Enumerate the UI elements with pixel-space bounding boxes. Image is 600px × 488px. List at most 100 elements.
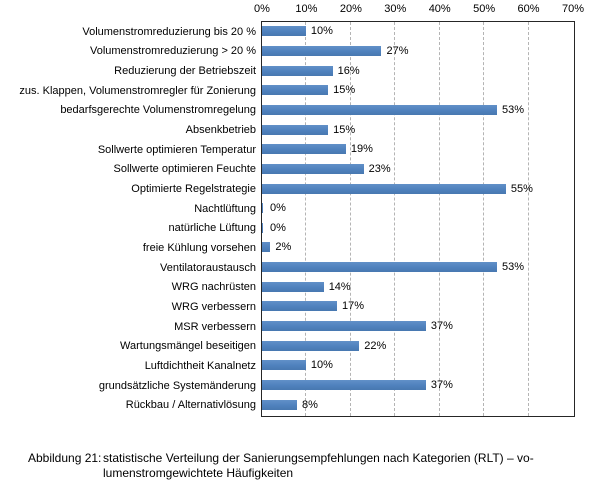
bar-value-label: 22% [364,339,387,352]
bar-value-label: 37% [430,320,453,333]
bar-row: 8% [261,395,574,415]
bar-row: 53% [261,257,574,277]
category-label: natürliche Lüftung [168,222,256,235]
caption-label: Abbildung 21: [28,451,102,465]
bar [261,399,298,410]
bar-row: 53% [261,100,574,120]
bar-row: 10% [261,22,574,42]
category-label: grundsätzliche Systemänderung [98,379,256,392]
category-label: MSR verbessern [174,320,256,333]
category-label: Ventilatoraustausch [159,261,256,274]
category-label: Rückbau / Alternativlösung [125,399,256,412]
bar-value-label: 10% [310,25,333,38]
x-tick-label: 0% [254,3,270,15]
bar-row: 23% [261,159,574,179]
bar [261,242,271,253]
bar [261,222,263,233]
bar-value-label: 55% [510,182,533,195]
x-tick-label: 20% [339,3,362,15]
bar-value-label: 8% [302,398,318,411]
gridline [305,21,307,416]
bar [261,203,263,214]
bar [261,163,364,174]
bar-value-label: 27% [386,44,409,57]
category-label: bedarfsgerechte Volumenstromregelung [60,104,256,117]
bar [261,301,338,312]
x-tick-label: 30% [384,3,407,15]
bar-row: 10% [261,356,574,376]
bar-value-label: 15% [333,123,356,136]
bar [261,262,497,273]
bar [261,45,382,56]
bar [261,321,426,332]
bar [261,360,306,371]
bar-row: 37% [261,375,574,395]
gridline [349,21,351,416]
bar-row: 0% [261,198,574,218]
bar-row: 14% [261,277,574,297]
bar-row: 19% [261,139,574,159]
category-label: zus. Klappen, Volumenstromregler für Zon… [19,84,256,97]
plot-area: 10% 27% 16% 15% 53% 15% 19% 23% 55% 0% 0% 2% 53% 14% 1… [260,20,575,417]
bar-row: 0% [261,218,574,238]
bar [261,340,360,351]
bar-value-label: 17% [342,300,365,313]
bar [261,104,497,115]
category-label: Luftdichtheit Kanalnetz [144,359,256,372]
bar-value-label: 0% [270,221,286,234]
x-tick-label: 60% [517,3,540,15]
bar-row: 55% [261,179,574,199]
gridline [527,21,529,416]
bar-value-label: 19% [350,143,373,156]
bar [261,144,346,155]
bar-chart: 0% 10% 20% 30% 40% 50% 60% 70% Volumenstromredu… [0,3,585,417]
bar-row: 37% [261,316,574,336]
bar-value-label: 0% [270,202,286,215]
bar [261,281,324,292]
x-tick-label: 50% [473,3,496,15]
bar-value-label: 14% [328,280,351,293]
category-label: Sollwerte optimieren Feuchte [113,163,256,176]
category-label: Absenkbetrieb [185,124,256,137]
bar-row: 15% [261,120,574,140]
gridline [483,21,485,416]
category-label: Wartungsmängel beseitigen [120,340,256,353]
bar-value-label: 53% [501,261,524,274]
caption-line-2: lumenstromgewichtete Häufigkeiten [103,466,294,480]
category-label: Sollwerte optimieren Temperatur [97,143,256,156]
bar-value-label: 23% [368,162,391,175]
bar [261,124,329,135]
category-label: WRG nachrüsten [171,281,256,294]
caption-line-1: statistische Verteilung der Sanierungsem… [103,451,534,465]
bar-row: 16% [261,61,574,81]
bar [261,380,426,390]
bar [261,26,306,37]
figure-caption: Abbildung 21: statistische Verteilung de… [28,451,583,481]
bar-value-label: 37% [430,379,453,391]
category-label: WRG verbessern [171,300,256,313]
bar [261,183,506,194]
category-label: Volumenstromreduzierung > 20 % [89,45,256,58]
bar [261,65,333,76]
gridline [438,21,440,416]
bar-value-label: 10% [310,359,333,372]
bar-row: 22% [261,336,574,356]
bar [261,85,329,96]
caption-text: statistische Verteilung der Sanierungsem… [103,451,583,481]
category-label: Nachtlüftung [194,202,256,215]
bar-value-label: 53% [501,103,524,116]
gridline [394,21,396,416]
bar-row: 2% [261,238,574,258]
bar-row: 27% [261,41,574,61]
bar-row: 15% [261,80,574,100]
bar-value-label: 15% [333,84,356,97]
bar-value-label: 2% [275,241,292,254]
bar-value-label: 16% [337,64,360,77]
category-axis: Volumenstromreduzierung bis 20 % Volumens… [0,22,256,415]
category-label: freie Kühlung vorsehen [142,241,256,254]
x-tick-label: 10% [295,3,318,15]
x-tick-label: 70% [561,3,585,15]
category-label: Volumenstromreduzierung bis 20 % [82,25,256,38]
category-label: Reduzierung der Betriebszeit [114,65,256,78]
